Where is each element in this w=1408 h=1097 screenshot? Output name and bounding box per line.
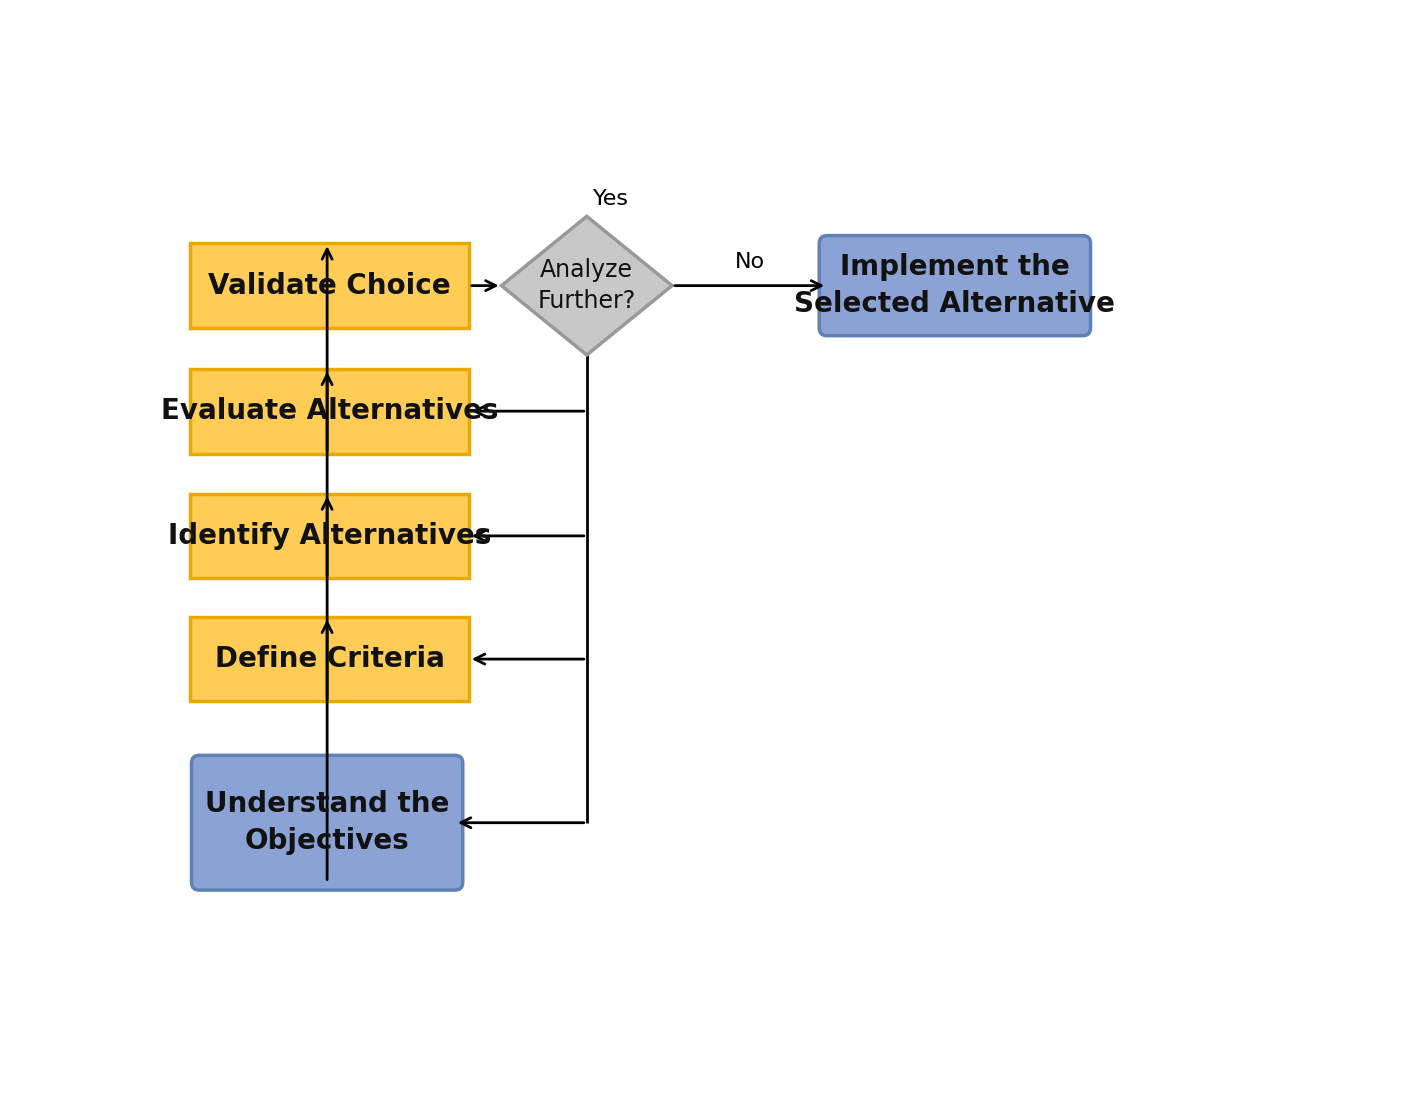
FancyBboxPatch shape <box>190 369 469 453</box>
Text: Yes: Yes <box>593 189 629 208</box>
FancyBboxPatch shape <box>819 236 1091 336</box>
FancyBboxPatch shape <box>190 494 469 578</box>
FancyBboxPatch shape <box>190 617 469 701</box>
Text: Identify Alternatives: Identify Alternatives <box>168 522 491 550</box>
Text: Evaluate Alternatives: Evaluate Alternatives <box>161 397 498 426</box>
FancyBboxPatch shape <box>190 244 469 328</box>
Text: No: No <box>735 252 765 272</box>
Text: Analyze
Further?: Analyze Further? <box>538 258 636 314</box>
FancyBboxPatch shape <box>191 756 463 890</box>
Text: Understand the
Objectives: Understand the Objectives <box>206 790 449 856</box>
Text: Define Criteria: Define Criteria <box>214 645 445 674</box>
Polygon shape <box>501 216 672 355</box>
Text: Implement the
Selected Alternative: Implement the Selected Alternative <box>794 253 1115 318</box>
Text: Validate Choice: Validate Choice <box>208 272 451 299</box>
